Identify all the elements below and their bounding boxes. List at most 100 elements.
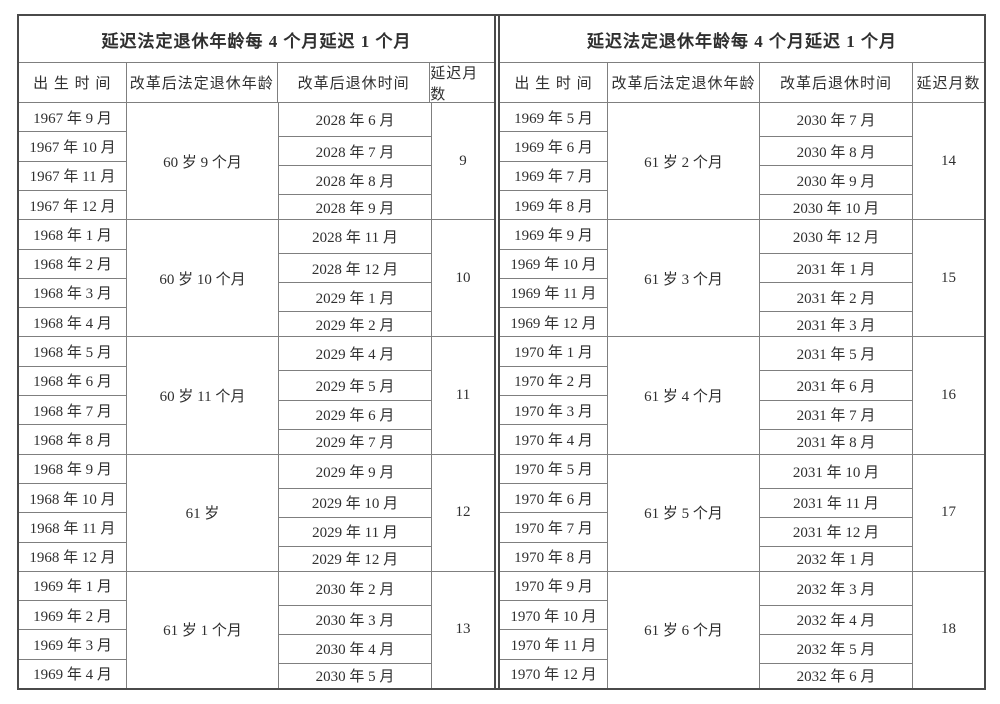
birth-cell: 1967 年 12 月 bbox=[29, 198, 116, 215]
birth-cell: 1968 年 7 月 bbox=[19, 396, 126, 426]
delay-cell: 15 bbox=[912, 220, 984, 337]
retire-cell: 2031 年 2 月 bbox=[760, 283, 912, 313]
retire-column: 2028 年 11 月 2028 年 12 月 2029 年 1 月 2029 年 2… bbox=[278, 220, 431, 337]
retire-column: 2028 年 6 月 2028 年 7 月 2028 年 8 月 2028 年 9 月 bbox=[278, 103, 431, 220]
retire-cell: 2031 年 1 月 bbox=[760, 254, 912, 284]
birth-cell: 1970 年 12 月 bbox=[510, 667, 597, 684]
retire-cell: 2028 年 8 月 bbox=[279, 166, 431, 196]
age-group: 1969 年 5 月 1969 年 6 月 1969 年 7 月 1969 年 8 月… bbox=[500, 103, 984, 221]
delay-cell: 11 bbox=[431, 337, 494, 454]
birth-cell: 1968 年 8 月 bbox=[33, 432, 112, 449]
column-header-row: 出 生 时 间改革后法定退休年龄 改革后退休时间 延迟月数 bbox=[19, 63, 494, 103]
birth-cell: 1969 年 5 月 bbox=[500, 103, 607, 133]
retire-column: 2029 年 9 月 2029 年 10 月 2029 年 11 月 2029 年 1… bbox=[278, 454, 431, 571]
age-cell: 61 岁 bbox=[126, 454, 278, 571]
retire-cell: 2029 年 12 月 bbox=[311, 552, 399, 569]
delay-cell: 16 bbox=[912, 337, 984, 454]
retire-cell: 2030 年 4 月 bbox=[279, 635, 431, 664]
birth-cell: 1970 年 6 月 bbox=[500, 484, 607, 514]
birth-cell: 1968 年 10 月 bbox=[19, 484, 126, 514]
retire-cell: 2029 年 4 月 bbox=[279, 337, 431, 372]
delay-cell: 9 bbox=[431, 103, 494, 220]
column-header-row: 出 生 时 间改革后法定退休年龄 改革后退休时间 延迟月数 bbox=[500, 63, 984, 103]
age-group: 1967 年 9 月 1967 年 10 月 1967 年 11 月 1967 年 1… bbox=[19, 103, 494, 221]
retire-cell: 2031 年 8 月 bbox=[796, 435, 876, 452]
column-header-retire: 改革后退休时间 bbox=[276, 63, 429, 102]
age-group: 1969 年 1 月 1969 年 2 月 1969 年 3 月 1969 年 4 月… bbox=[19, 571, 494, 689]
birth-cell: 1969 年 4 月 bbox=[33, 667, 112, 684]
retire-cell: 2030 年 10 月 bbox=[792, 200, 880, 217]
retire-cell: 2031 年 3 月 bbox=[796, 317, 876, 334]
table-title: 延迟法定退休年龄每 4 个月延迟 1 个月 bbox=[500, 16, 984, 63]
delay-cell: 17 bbox=[912, 454, 984, 571]
birth-column: 1968 年 1 月 1968 年 2 月 1968 年 3 月 1968 年 4 月 bbox=[19, 220, 126, 336]
retire-cell: 2031 年 10 月 bbox=[760, 455, 912, 489]
birth-cell: 1969 年 11 月 bbox=[500, 279, 607, 309]
table-left: 延迟法定退休年龄每 4 个月延迟 1 个月 出 生 时 间改革后法定退休年龄 改革… bbox=[19, 16, 496, 689]
birth-cell: 1970 年 7 月 bbox=[500, 513, 607, 543]
birth-cell: 1970 年 5 月 bbox=[500, 455, 607, 484]
birth-cell: 1970 年 1 月 bbox=[500, 337, 607, 367]
retire-column: 2030 年 7 月 2030 年 8 月 2030 年 9 月 2030 年 10 … bbox=[759, 103, 912, 220]
retire-cell: 2028 年 12 月 bbox=[279, 254, 431, 284]
age-cell: 61 岁 2 个月 bbox=[607, 103, 759, 220]
column-header-delay: 延迟月数 bbox=[912, 63, 984, 102]
birth-column: 1970 年 1 月 1970 年 2 月 1970 年 3 月 1970 年 4 月 bbox=[500, 337, 607, 453]
age-group: 1970 年 1 月 1970 年 2 月 1970 年 3 月 1970 年 4 月… bbox=[500, 337, 984, 455]
birth-cell: 1967 年 11 月 bbox=[19, 162, 126, 191]
birth-cell: 1970 年 2 月 bbox=[500, 367, 607, 396]
retire-cell: 2032 年 4 月 bbox=[760, 606, 912, 635]
birth-column: 1969 年 9 月 1969 年 10 月 1969 年 11 月 1969 年 1… bbox=[500, 220, 607, 336]
column-header-retire: 改革后退休时间 bbox=[759, 63, 912, 102]
retire-column: 2031 年 5 月 2031 年 6 月 2031 年 7 月 2031 年 8 月 bbox=[759, 337, 912, 454]
retire-cell: 2032 年 6 月 bbox=[796, 669, 876, 686]
birth-cell: 1969 年 8 月 bbox=[514, 198, 593, 215]
birth-cell: 1968 年 5 月 bbox=[19, 337, 126, 367]
retire-column: 2029 年 4 月 2029 年 5 月 2029 年 6 月 2029 年 7 月 bbox=[278, 337, 431, 454]
retirement-schedule-frame: 延迟法定退休年龄每 4 个月延迟 1 个月 出 生 时 间改革后法定退休年龄 改革… bbox=[17, 14, 986, 690]
birth-cell: 1968 年 2 月 bbox=[19, 250, 126, 279]
delay-cell: 18 bbox=[912, 571, 984, 689]
table-body: 1969 年 5 月 1969 年 6 月 1969 年 7 月 1969 年 8 月… bbox=[500, 103, 984, 689]
birth-cell: 1969 年 10 月 bbox=[500, 250, 607, 279]
birth-cell: 1969 年 7 月 bbox=[500, 162, 607, 191]
retire-cell: 2031 年 11 月 bbox=[760, 489, 912, 518]
retire-cell: 2031 年 6 月 bbox=[760, 371, 912, 401]
age-cell: 60 岁 9 个月 bbox=[126, 103, 278, 220]
birth-cell: 1969 年 1 月 bbox=[19, 572, 126, 602]
table-right: 延迟法定退休年龄每 4 个月延迟 1 个月 出 生 时 间改革后法定退休年龄 改革… bbox=[498, 16, 984, 689]
birth-column: 1968 年 9 月 1968 年 10 月 1968 年 11 月 1968 年 1… bbox=[19, 455, 126, 571]
retire-cell: 2030 年 5 月 bbox=[315, 669, 395, 686]
column-header-age: 改革后法定退休年龄 bbox=[125, 63, 277, 102]
delay-cell: 13 bbox=[431, 571, 494, 689]
retire-cell: 2032 年 1 月 bbox=[796, 552, 876, 569]
column-header-delay: 延迟月数 bbox=[429, 63, 494, 103]
age-cell: 61 岁 3 个月 bbox=[607, 220, 759, 337]
retire-cell: 2030 年 12 月 bbox=[760, 220, 912, 255]
delay-cell: 10 bbox=[431, 220, 494, 337]
retire-cell: 2029 年 9 月 bbox=[279, 455, 431, 489]
birth-cell: 1970 年 4 月 bbox=[514, 432, 593, 449]
retire-cell: 2029 年 7 月 bbox=[315, 435, 395, 452]
retire-cell: 2028 年 7 月 bbox=[279, 137, 431, 167]
birth-cell: 1968 年 3 月 bbox=[19, 279, 126, 309]
birth-cell: 1970 年 3 月 bbox=[500, 396, 607, 426]
retire-column: 2032 年 3 月 2032 年 4 月 2032 年 5 月 2032 年 6 月 bbox=[759, 571, 912, 689]
age-group: 1970 年 5 月 1970 年 6 月 1970 年 7 月 1970 年 8 月… bbox=[500, 454, 984, 572]
retire-cell: 2030 年 8 月 bbox=[760, 137, 912, 167]
birth-cell: 1968 年 12 月 bbox=[29, 550, 116, 567]
birth-cell: 1970 年 8 月 bbox=[514, 550, 593, 567]
age-group: 1968 年 5 月 1968 年 6 月 1968 年 7 月 1968 年 8 月… bbox=[19, 337, 494, 455]
birth-cell: 1969 年 6 月 bbox=[500, 132, 607, 162]
retire-cell: 2029 年 5 月 bbox=[279, 371, 431, 401]
age-group: 1970 年 9 月 1970 年 10 月 1970 年 11 月 1970 年 1… bbox=[500, 571, 984, 689]
retire-cell: 2029 年 6 月 bbox=[279, 401, 431, 430]
retire-cell: 2030 年 9 月 bbox=[760, 166, 912, 196]
retire-cell: 2028 年 6 月 bbox=[279, 103, 431, 138]
birth-column: 1970 年 5 月 1970 年 6 月 1970 年 7 月 1970 年 8 月 bbox=[500, 455, 607, 571]
age-cell: 61 岁 1 个月 bbox=[126, 571, 278, 689]
birth-column: 1969 年 5 月 1969 年 6 月 1969 年 7 月 1969 年 8 月 bbox=[500, 103, 607, 219]
retire-cell: 2032 年 3 月 bbox=[760, 572, 912, 606]
column-header-birth: 出 生 时 间 bbox=[514, 76, 593, 92]
table-title: 延迟法定退休年龄每 4 个月延迟 1 个月 bbox=[19, 16, 494, 63]
